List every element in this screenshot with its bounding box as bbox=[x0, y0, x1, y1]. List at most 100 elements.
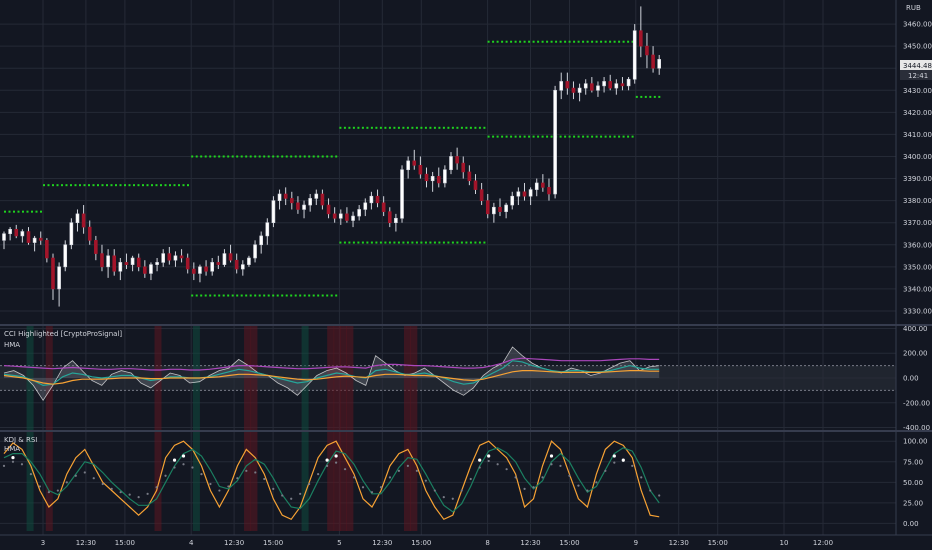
candle-body[interactable] bbox=[228, 253, 233, 261]
candle-body[interactable] bbox=[136, 257, 141, 268]
candle-body[interactable] bbox=[436, 176, 441, 184]
kdj-legend-title[interactable]: KDJ & RSI bbox=[4, 436, 37, 444]
candle-body[interactable] bbox=[57, 266, 61, 290]
candle-body[interactable] bbox=[522, 191, 527, 197]
candle-body[interactable] bbox=[112, 255, 117, 272]
candle-body[interactable] bbox=[455, 156, 459, 164]
candle-body[interactable] bbox=[620, 83, 625, 87]
candle-body[interactable] bbox=[155, 262, 159, 265]
candle-body[interactable] bbox=[583, 83, 588, 89]
candle-body[interactable] bbox=[75, 213, 80, 223]
candle-body[interactable] bbox=[394, 217, 398, 223]
candle-body[interactable] bbox=[167, 253, 172, 261]
candle-body[interactable] bbox=[430, 176, 435, 182]
candle-body[interactable] bbox=[565, 81, 570, 89]
candle-body[interactable] bbox=[253, 244, 257, 259]
candle-body[interactable] bbox=[387, 211, 392, 223]
candle-body[interactable] bbox=[149, 264, 153, 274]
candle-body[interactable] bbox=[381, 202, 386, 212]
candle-body[interactable] bbox=[510, 195, 515, 206]
candle-body[interactable] bbox=[406, 160, 410, 171]
candle-body[interactable] bbox=[424, 173, 429, 182]
candle-body[interactable] bbox=[302, 204, 306, 210]
candle-body[interactable] bbox=[87, 226, 92, 241]
candle-body[interactable] bbox=[418, 165, 423, 175]
candle-body[interactable] bbox=[20, 231, 25, 237]
candle-body[interactable] bbox=[645, 45, 649, 56]
candle-body[interactable] bbox=[338, 213, 343, 219]
candle-body[interactable] bbox=[296, 202, 300, 210]
candle-body[interactable] bbox=[608, 81, 613, 89]
candle-body[interactable] bbox=[94, 240, 98, 254]
pane-separators[interactable] bbox=[0, 0, 932, 536]
candle-body[interactable] bbox=[571, 87, 576, 93]
candle-body[interactable] bbox=[271, 200, 276, 223]
candle-body[interactable] bbox=[400, 169, 404, 219]
candle-body[interactable] bbox=[375, 195, 380, 204]
candle-body[interactable] bbox=[130, 257, 135, 265]
candle-body[interactable] bbox=[449, 156, 453, 171]
candle-body[interactable] bbox=[345, 213, 349, 221]
candle-body[interactable] bbox=[320, 193, 325, 206]
candle-body[interactable] bbox=[504, 204, 508, 212]
candle-body[interactable] bbox=[308, 198, 312, 206]
candle-body[interactable] bbox=[412, 160, 417, 166]
candle-body[interactable] bbox=[241, 264, 245, 270]
candle-body[interactable] bbox=[467, 171, 472, 182]
candle-body[interactable] bbox=[265, 222, 270, 237]
candle-body[interactable] bbox=[161, 253, 166, 263]
candle-body[interactable] bbox=[363, 202, 368, 210]
candle-body[interactable] bbox=[118, 262, 123, 272]
candle-body[interactable] bbox=[614, 83, 619, 89]
candle-body[interactable] bbox=[547, 187, 551, 195]
candle-body[interactable] bbox=[651, 54, 655, 69]
candle-body[interactable] bbox=[351, 215, 355, 221]
candle-body[interactable] bbox=[32, 237, 37, 243]
candle-body[interactable] bbox=[473, 180, 478, 190]
candle-body[interactable] bbox=[626, 78, 631, 87]
candle-body[interactable] bbox=[210, 262, 214, 272]
candle-body[interactable] bbox=[8, 229, 12, 235]
candle-body[interactable] bbox=[283, 193, 288, 199]
candle-body[interactable] bbox=[185, 257, 190, 270]
candle-body[interactable] bbox=[173, 255, 178, 261]
candle-body[interactable] bbox=[516, 191, 521, 197]
candle-body[interactable] bbox=[106, 255, 110, 268]
candle-body[interactable] bbox=[51, 257, 55, 290]
candle-body[interactable] bbox=[528, 189, 533, 197]
candle-body[interactable] bbox=[26, 231, 31, 243]
candle-body[interactable] bbox=[192, 268, 196, 274]
candle-body[interactable] bbox=[553, 89, 557, 195]
candle-body[interactable] bbox=[277, 193, 282, 201]
candle-body[interactable] bbox=[289, 198, 294, 204]
candle-body[interactable] bbox=[632, 30, 637, 80]
candle-body[interactable] bbox=[326, 204, 331, 215]
candle-body[interactable] bbox=[541, 182, 545, 188]
candlestick-series[interactable] bbox=[2, 6, 662, 307]
candle-body[interactable] bbox=[443, 169, 447, 184]
candle-body[interactable] bbox=[222, 253, 227, 265]
candle-body[interactable] bbox=[639, 30, 643, 47]
candle-body[interactable] bbox=[590, 83, 594, 91]
cci-legend-title[interactable]: CCI Highlighted [CryptoProSignal] bbox=[4, 330, 122, 338]
candle-body[interactable] bbox=[479, 189, 484, 201]
candle-body[interactable] bbox=[498, 206, 502, 212]
candle-body[interactable] bbox=[492, 206, 496, 215]
candle-body[interactable] bbox=[45, 240, 49, 259]
candle-body[interactable] bbox=[124, 262, 129, 265]
candle-body[interactable] bbox=[602, 81, 606, 87]
candle-body[interactable] bbox=[143, 266, 147, 274]
cci-legend-subtitle[interactable]: HMA bbox=[4, 341, 20, 349]
candle-body[interactable] bbox=[14, 229, 19, 237]
candle-body[interactable] bbox=[81, 213, 86, 228]
candle-body[interactable] bbox=[38, 237, 43, 241]
candle-body[interactable] bbox=[534, 182, 539, 190]
candle-body[interactable] bbox=[357, 209, 361, 217]
candle-body[interactable] bbox=[314, 193, 319, 199]
candle-body[interactable] bbox=[485, 200, 490, 215]
candle-body[interactable] bbox=[100, 253, 104, 268]
candle-body[interactable] bbox=[369, 195, 374, 204]
kdj-legend-subtitle[interactable]: HMA bbox=[4, 445, 20, 453]
candle-body[interactable] bbox=[2, 233, 6, 241]
